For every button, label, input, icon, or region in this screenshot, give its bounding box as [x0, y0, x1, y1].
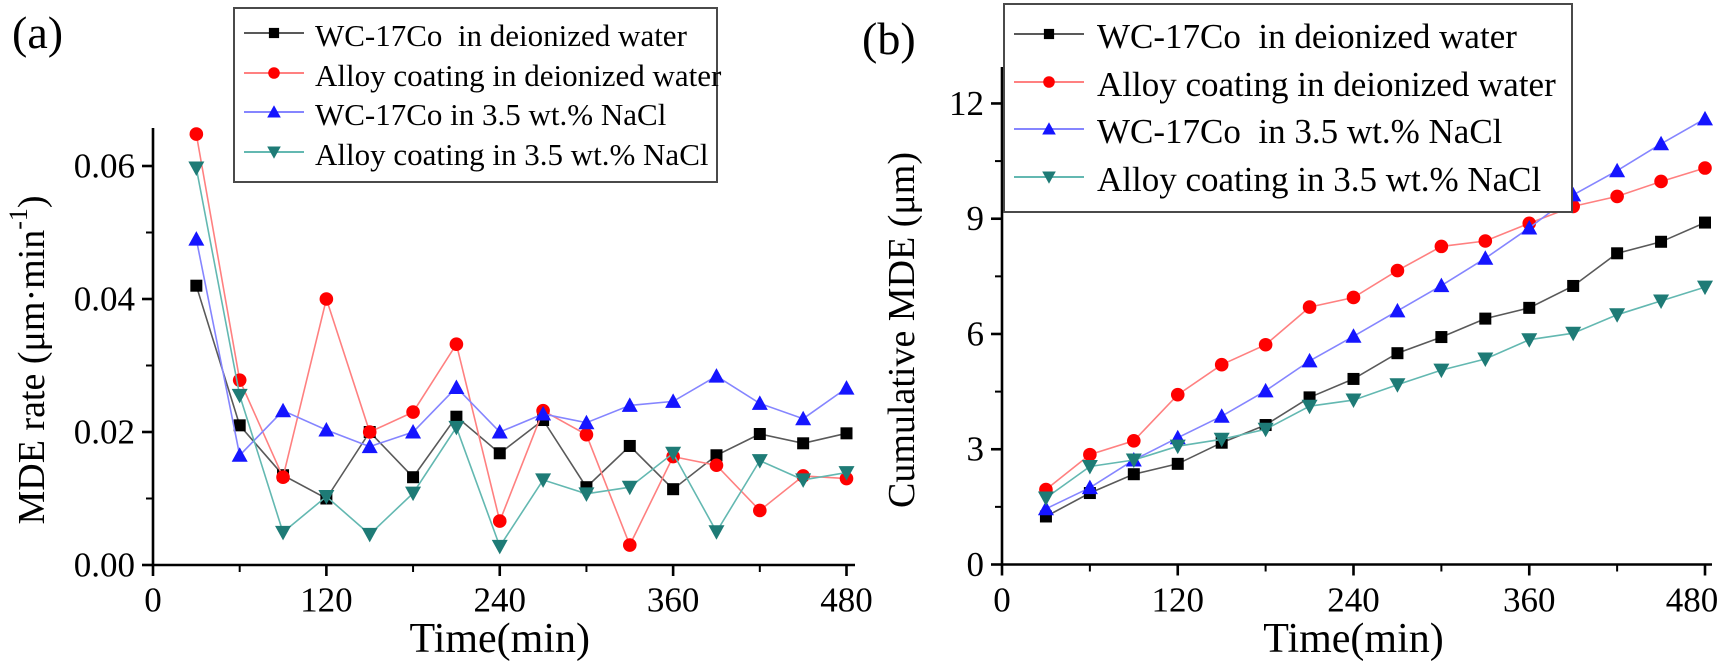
x-tick-label: 0 [993, 581, 1011, 620]
series-line [1045, 167, 1706, 491]
series-4-triangle-down [188, 161, 855, 555]
legend-sample-triangle-up [1014, 122, 1084, 135]
x-tick-label: 480 [1666, 581, 1719, 620]
circle-marker-icon [243, 60, 305, 91]
panel-a-label: (a) [12, 7, 64, 58]
series-line [195, 167, 847, 549]
x-tick-label: 120 [1152, 581, 1205, 620]
legend-sample-triangle-down [1014, 171, 1084, 184]
legend-sample-circle [1014, 76, 1084, 88]
circle-marker-icon [1013, 69, 1085, 100]
legend-sample-circle [244, 66, 304, 79]
x-tick-label: 360 [647, 581, 700, 620]
legend-chart-b: WC-17Co in deionized water Alloy coating… [1003, 3, 1573, 213]
series-line [195, 285, 847, 500]
series-line [1045, 118, 1706, 510]
x-tick-label: 240 [474, 581, 527, 620]
x-axis-title: Time(min) [1263, 616, 1443, 662]
legend-item-label: Alloy coating in deionized water [1097, 64, 1556, 104]
legend-item: Alloy coating in deionized water [1013, 67, 1563, 102]
y-axis-title: MDE rate (μm·min-1) [4, 195, 54, 524]
triangle-down-marker-icon [1013, 164, 1085, 195]
x-tick-label: 240 [1327, 581, 1380, 620]
y-axis-title: Cumulative MDE (μm) [881, 152, 923, 508]
chart-b: 0 120 240 360 480 0 3 6 9 12 Time(min) Cumulative M… [881, 67, 1718, 662]
triangle-up-marker-icon [243, 99, 305, 130]
y-tick-label: 0.04 [74, 280, 135, 319]
x-tick-label: 120 [300, 581, 353, 620]
legend-item-label: Alloy coating in 3.5 wt.% NaCl [1097, 159, 1542, 199]
legend-item-label: WC-17Co in 3.5 wt.% NaCl [315, 97, 667, 133]
y-tick-label: 0.00 [74, 546, 135, 585]
legend-item: Alloy coating in 3.5 wt.% NaCl [243, 139, 708, 170]
series-4-triangle-down [1037, 280, 1713, 507]
chart-a: 0 120 240 360 480 0.00 0.02 0.04 0.06 Time(min) MD… [4, 127, 873, 662]
square-marker-icon [243, 20, 305, 51]
legend-sample-triangle-down [244, 146, 304, 159]
legend-item-label: WC-17Co in 3.5 wt.% NaCl [1097, 112, 1503, 152]
series-line [195, 133, 847, 547]
y-tick-label: 0.02 [74, 413, 135, 452]
legend-item-label: WC-17Co in deionized water [315, 17, 687, 53]
panel-b-label: (b) [862, 13, 916, 64]
y-tick-label: 6 [967, 314, 985, 353]
y-tick-label: 0 [967, 545, 985, 584]
square-marker-icon [1013, 21, 1085, 52]
y-tick-label: 3 [967, 430, 985, 469]
triangle-up-marker-icon [1013, 116, 1085, 147]
legend-chart-a: WC-17Co in deionized water Alloy coating… [233, 7, 721, 183]
legend-item: Alloy coating in deionized water [243, 60, 721, 91]
series-2-circle [1039, 161, 1712, 497]
series-line [195, 238, 847, 457]
legend-item-label: Alloy coating in deionized water [315, 57, 722, 93]
legend-sample-square [1014, 29, 1084, 40]
legend-item-label: WC-17Co in deionized water [1097, 17, 1517, 57]
legend-item: Alloy coating in 3.5 wt.% NaCl [1013, 162, 1563, 197]
triangle-down-marker-icon [243, 139, 305, 170]
legend-sample-square [244, 27, 304, 38]
series-line [1045, 286, 1706, 499]
y-tick-label: 0.06 [74, 147, 135, 186]
legend-item: WC-17Co in 3.5 wt.% NaCl [243, 99, 708, 130]
legend-item: WC-17Co in deionized water [1013, 19, 1563, 54]
legend-sample-triangle-up [244, 105, 304, 118]
series-2-circle [189, 127, 854, 552]
legend-item: WC-17Co in deionized water [243, 20, 708, 51]
y-tick-label: 12 [949, 84, 984, 123]
y-tick-label: 9 [967, 199, 985, 238]
series-1-square [1039, 216, 1711, 523]
legend-item: WC-17Co in 3.5 wt.% NaCl [1013, 114, 1563, 149]
x-tick-label: 0 [144, 581, 162, 620]
x-axis-title: Time(min) [410, 616, 590, 662]
legend-item-label: Alloy coating in 3.5 wt.% NaCl [315, 137, 709, 173]
series-line [1045, 221, 1706, 518]
x-tick-label: 360 [1503, 581, 1556, 620]
x-tick-label: 480 [820, 581, 873, 620]
series-3-triangle-up [188, 231, 855, 462]
